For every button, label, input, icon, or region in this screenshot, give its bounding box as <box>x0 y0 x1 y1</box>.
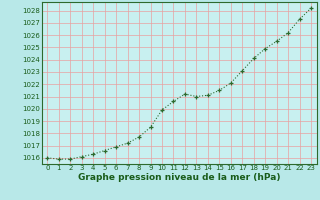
X-axis label: Graphe pression niveau de la mer (hPa): Graphe pression niveau de la mer (hPa) <box>78 173 280 182</box>
